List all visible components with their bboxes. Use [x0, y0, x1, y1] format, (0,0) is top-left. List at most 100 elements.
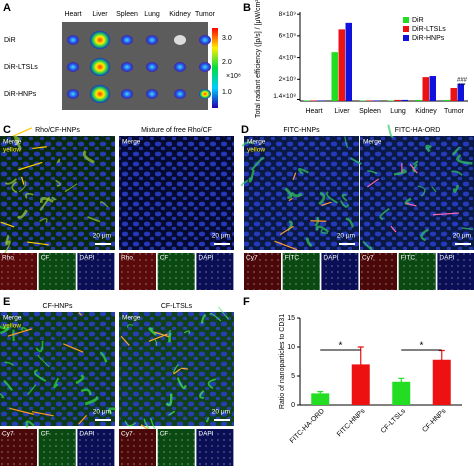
channel-texture — [0, 429, 37, 466]
tissue — [4, 178, 18, 185]
streak — [32, 146, 47, 150]
scale-label: 20 μm — [93, 233, 111, 240]
nuclei — [244, 136, 359, 250]
organ-signal — [67, 35, 79, 45]
tissue — [176, 377, 187, 390]
channel-texture — [196, 429, 234, 466]
channel-label: CF — [160, 431, 169, 438]
channel-label: Cy7 — [362, 255, 374, 262]
y-axis-label: Ratio of nanoparticles to CD31 — [279, 314, 286, 409]
channel-label: Cy7 — [121, 431, 133, 438]
merge-label: Merge — [3, 139, 22, 146]
channel-label: CF — [41, 255, 50, 262]
x-tick-label: Liver — [334, 108, 350, 115]
streak — [7, 328, 32, 337]
x-tick-label: FITC-HNPs — [336, 407, 367, 438]
tissue — [82, 150, 95, 164]
bar — [450, 87, 457, 101]
channel-texture — [77, 429, 115, 466]
x-tick-label: Tumor — [444, 108, 465, 115]
bar — [373, 100, 380, 101]
tissue — [425, 144, 432, 153]
significance: *** — [458, 84, 466, 90]
y-tick-label: 10 — [287, 344, 295, 351]
y-axis-label: Total radiant efficiency ([p/s] / [μW/cm… — [255, 0, 262, 118]
tissue — [127, 324, 134, 328]
y-tick-label: 15 — [287, 315, 295, 322]
streak — [367, 178, 380, 188]
colorbar — [212, 28, 218, 108]
tissue — [350, 157, 362, 165]
tissue — [55, 179, 61, 187]
nuclei — [0, 136, 115, 250]
error-bar — [357, 346, 364, 383]
channel-label: DAPI — [323, 255, 338, 262]
organ-signal — [174, 35, 186, 45]
yellow-label: yellow — [3, 323, 21, 330]
tissue — [148, 327, 157, 336]
organ-signal — [199, 62, 211, 72]
x-tick-label: CF-LTSLs — [380, 407, 407, 434]
bar — [338, 29, 345, 102]
streak — [321, 201, 332, 207]
organ-signal — [67, 89, 79, 99]
channel-texture — [244, 253, 281, 290]
bar — [401, 99, 408, 101]
tissue — [200, 313, 207, 324]
bar — [394, 99, 401, 101]
x-tick-label: Lung — [390, 108, 406, 115]
tissue — [150, 417, 156, 429]
channel-texture — [437, 253, 474, 290]
tissue — [51, 196, 57, 201]
y-tick-label: 0 — [291, 402, 295, 409]
merge-label: Merge — [122, 315, 141, 322]
channel-texture — [119, 253, 156, 290]
streak — [274, 240, 298, 251]
x-tick-label: Spleen — [359, 108, 381, 115]
tissue — [165, 393, 173, 407]
tissue — [0, 325, 9, 331]
group-label: DiR — [4, 37, 16, 44]
tissue — [100, 201, 109, 208]
channel-texture — [0, 253, 37, 290]
channel-texture — [360, 253, 397, 290]
streak — [279, 225, 294, 235]
tissue — [412, 160, 419, 166]
bar — [331, 52, 338, 101]
panel-letter: C — [3, 124, 11, 136]
bar — [429, 76, 436, 101]
streak — [154, 331, 170, 338]
tissue — [124, 420, 137, 427]
bar — [392, 381, 411, 405]
tissue — [3, 379, 13, 392]
bar — [422, 77, 429, 101]
bar — [359, 100, 366, 101]
tissue — [5, 234, 11, 246]
legend-label: DiR-LTSLs — [412, 26, 446, 33]
x-tick-label: CF-HNPs — [421, 407, 447, 433]
channel-texture — [157, 253, 195, 290]
bar — [415, 99, 422, 101]
tissue — [366, 170, 378, 175]
tissue — [290, 191, 303, 198]
colorbar-tick: 3.0 — [222, 35, 232, 42]
ivis-image — [62, 22, 208, 110]
tissue — [209, 313, 222, 322]
tissue — [14, 135, 22, 149]
tissue — [345, 217, 354, 228]
scale-label: 20 μm — [337, 233, 355, 240]
channel-label: CF — [160, 255, 169, 262]
tissue — [18, 180, 27, 193]
organ-signal — [199, 35, 211, 45]
tissue — [240, 179, 249, 187]
organ-signal — [199, 89, 211, 99]
image-title: FITC-HA-ORD — [395, 127, 441, 134]
nuclei — [0, 312, 115, 426]
bar — [351, 364, 370, 405]
tissue — [75, 374, 85, 385]
bar — [432, 359, 451, 405]
tissue — [431, 186, 437, 193]
tissue — [318, 191, 326, 206]
organ-signal — [174, 62, 186, 72]
tissue — [320, 228, 328, 234]
